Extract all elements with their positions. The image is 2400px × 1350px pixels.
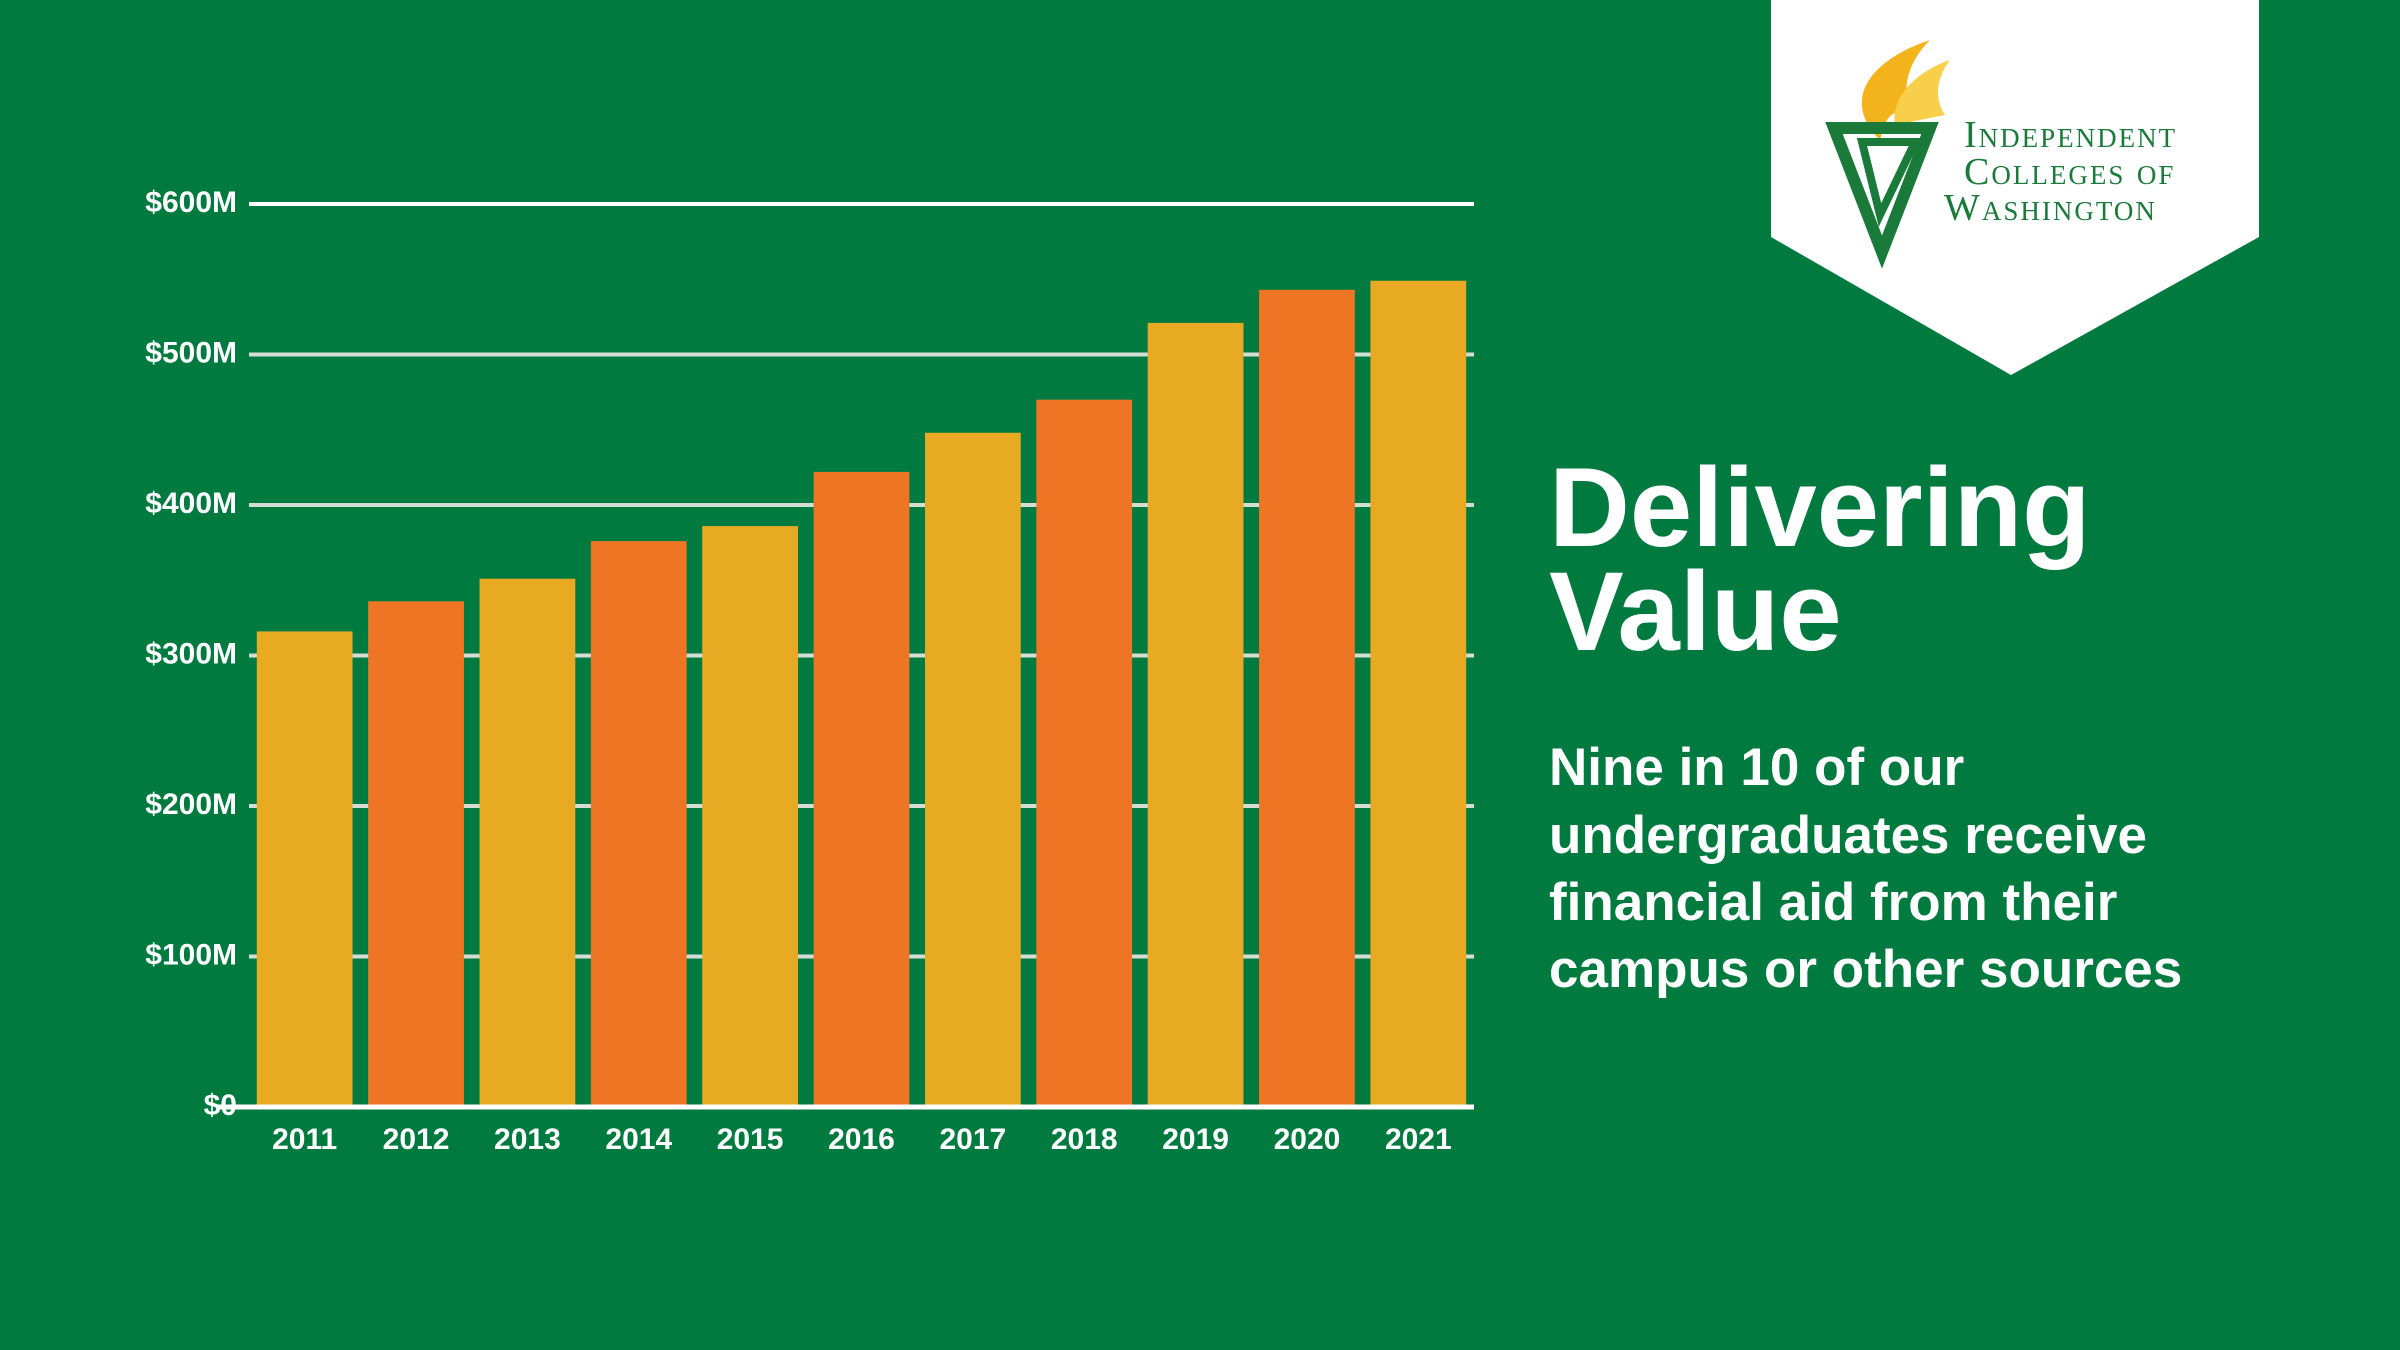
y-tick-label: $600M bbox=[145, 186, 237, 219]
x-tick-label: 2021 bbox=[1385, 1123, 1452, 1156]
subtitle: financial aid from their bbox=[1549, 873, 2117, 932]
bar bbox=[1147, 322, 1244, 1107]
bar bbox=[479, 578, 576, 1107]
bar bbox=[813, 471, 910, 1107]
logo-text: Washington bbox=[1944, 187, 2157, 229]
x-tick-label: 2012 bbox=[383, 1123, 450, 1156]
logo-icon bbox=[1825, 40, 1950, 269]
title: Value bbox=[1549, 549, 1842, 674]
logo-text: Colleges of bbox=[1964, 151, 2175, 193]
y-tick-label: $100M bbox=[145, 938, 237, 971]
logo-text: Independent bbox=[1964, 114, 2177, 156]
y-tick-label: $500M bbox=[145, 336, 237, 369]
title: Delivering bbox=[1549, 445, 2091, 570]
y-tick-label: $400M bbox=[145, 487, 237, 520]
y-tick-label: $300M bbox=[145, 637, 237, 670]
y-tick-label: $200M bbox=[145, 788, 237, 821]
x-tick-label: 2020 bbox=[1274, 1123, 1341, 1156]
bar bbox=[1259, 289, 1355, 1107]
x-tick-label: 2015 bbox=[717, 1123, 784, 1156]
x-tick-label: 2018 bbox=[1051, 1123, 1118, 1156]
bar bbox=[590, 541, 687, 1107]
bar bbox=[256, 631, 353, 1107]
x-tick-label: 2017 bbox=[939, 1123, 1006, 1156]
x-tick-label: 2019 bbox=[1162, 1123, 1229, 1156]
bar bbox=[702, 526, 799, 1107]
x-tick-label: 2014 bbox=[605, 1123, 672, 1156]
subtitle: undergraduates receive bbox=[1549, 806, 2147, 865]
bar bbox=[924, 432, 1021, 1107]
x-tick-label: 2011 bbox=[272, 1123, 337, 1156]
bar bbox=[1370, 280, 1467, 1107]
x-tick-label: 2013 bbox=[494, 1123, 561, 1156]
bar bbox=[1036, 399, 1133, 1107]
bar bbox=[368, 601, 464, 1107]
subtitle: campus or other sources bbox=[1549, 940, 2182, 999]
x-tick-label: 2016 bbox=[828, 1123, 895, 1156]
subtitle: Nine in 10 of our bbox=[1549, 738, 1964, 797]
